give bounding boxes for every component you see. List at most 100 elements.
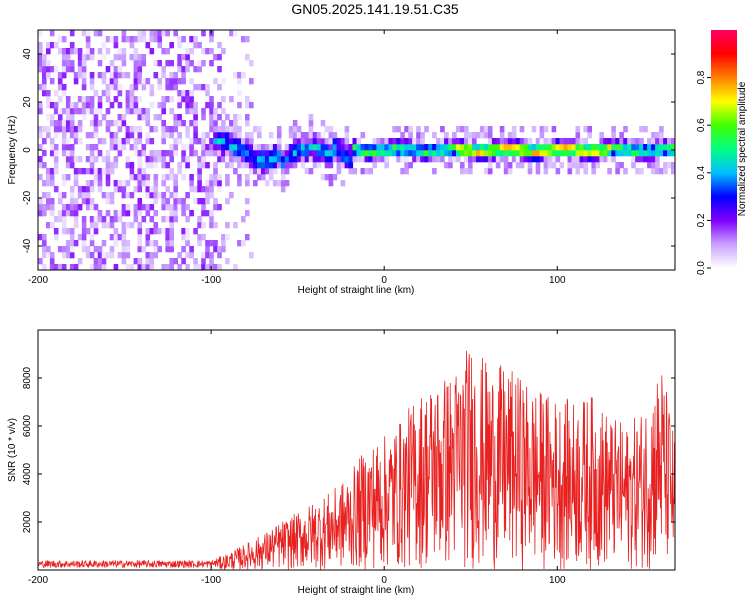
heatmap-cell: [153, 156, 159, 163]
heatmap-cell: [328, 180, 334, 187]
heatmap-cell: [420, 156, 425, 163]
heatmap-cell: [408, 162, 413, 169]
heatmap-cell: [101, 42, 107, 49]
heatmap-cell: [229, 192, 234, 199]
heatmap-cell: [507, 144, 513, 151]
heatmap-cell: [133, 108, 139, 115]
heatmap-cell: [133, 60, 139, 67]
heatmap-cell: [233, 150, 238, 157]
heatmap-cell: [404, 162, 409, 169]
heatmap-cell: [424, 144, 429, 151]
heatmap-cell: [173, 198, 178, 205]
heatmap-cell: [249, 60, 254, 67]
heatmap-cell: [89, 96, 95, 103]
heatmap-cell: [579, 138, 585, 145]
heatmap-cell: [241, 138, 246, 145]
heatmap-cell: [555, 156, 561, 163]
heatmap-cell: [607, 168, 612, 175]
heatmap-cell: [412, 150, 417, 157]
heatmap-cell: [89, 156, 95, 163]
heatmap-cell: [129, 54, 135, 61]
heatmap-cell: [631, 156, 636, 163]
heatmap-cell: [101, 252, 107, 259]
heatmap-cell: [288, 162, 294, 169]
heatmap-cell: [201, 60, 206, 67]
heatmap-cell: [61, 72, 67, 79]
heatmap-cell: [109, 60, 115, 67]
heatmap-cell: [213, 126, 218, 133]
heatmap-cell: [229, 120, 234, 127]
heatmap-cell: [125, 138, 131, 145]
heatmap-cell: [89, 144, 95, 151]
heatmap-cell: [157, 60, 162, 67]
heatmap-cell: [133, 258, 139, 265]
heatmap-cell: [65, 66, 71, 73]
heatmap-cell: [233, 222, 238, 229]
heatmap-cell: [276, 162, 282, 169]
heatmap-cell: [137, 132, 143, 139]
heatmap-cell: [205, 144, 210, 151]
heatmap-cell: [46, 204, 51, 211]
heatmap-cell: [487, 168, 493, 175]
heatmap-cell: [468, 144, 473, 151]
colorbar-tick-label: 0.8: [696, 70, 707, 84]
heatmap-cell: [46, 174, 51, 181]
heatmap-cell: [237, 126, 242, 133]
heatmap-cell: [93, 204, 99, 211]
heatmap-cell: [129, 126, 135, 133]
heatmap-cell: [472, 150, 477, 157]
heatmap-cell: [479, 126, 485, 133]
heatmap-cell: [49, 66, 55, 73]
heatmap-cell: [376, 156, 381, 163]
heatmap-cell: [38, 30, 43, 37]
heatmap-cell: [245, 144, 250, 151]
heatmap-cell: [424, 150, 429, 157]
heatmap-cell: [376, 150, 381, 157]
spectrogram-x-tick-label: -100: [201, 275, 221, 286]
heatmap-cell: [153, 150, 159, 157]
heatmap-cell: [587, 150, 592, 157]
heatmap-cell: [133, 138, 139, 145]
heatmap-cell: [65, 114, 71, 121]
heatmap-cell: [61, 36, 67, 43]
heatmap-cell: [105, 150, 111, 157]
heatmap-cell: [157, 42, 162, 49]
heatmap-cell: [607, 138, 612, 145]
heatmap-cell: [659, 132, 664, 139]
heatmap-cell: [217, 132, 222, 139]
heatmap-cell: [280, 174, 286, 181]
heatmap-cell: [46, 96, 51, 103]
heatmap-cell: [340, 180, 346, 187]
heatmap-cell: [404, 144, 409, 151]
heatmap-cell: [121, 222, 127, 229]
heatmap-cell: [49, 210, 55, 217]
heatmap-cell: [181, 204, 186, 211]
heatmap-cell: [129, 108, 135, 115]
heatmap-cell: [241, 144, 246, 151]
heatmap-cell: [209, 138, 214, 145]
heatmap-cell: [495, 138, 501, 145]
heatmap-cell: [42, 252, 47, 259]
heatmap-cell: [543, 168, 549, 175]
heatmap-cell: [201, 198, 206, 205]
heatmap-cell: [85, 252, 91, 259]
heatmap-cell: [440, 126, 445, 133]
heatmap-cell: [57, 120, 63, 127]
heatmap-cell: [619, 150, 624, 157]
heatmap-cell: [129, 42, 135, 49]
heatmap-cell: [209, 174, 214, 181]
heatmap-cell: [113, 42, 119, 49]
heatmap-cell: [284, 150, 290, 157]
heatmap-cell: [213, 114, 218, 121]
heatmap-cell: [181, 90, 186, 97]
heatmap-cell: [511, 126, 517, 133]
heatmap-cell: [308, 114, 314, 121]
heatmap-cell: [42, 234, 47, 241]
heatmap-cell: [444, 144, 449, 151]
heatmap-cell: [49, 78, 55, 85]
heatmap-cell: [468, 156, 473, 163]
heatmap-cell: [141, 174, 147, 181]
heatmap-cell: [292, 132, 298, 139]
heatmap-cell: [42, 210, 47, 217]
heatmap-cell: [372, 144, 377, 151]
